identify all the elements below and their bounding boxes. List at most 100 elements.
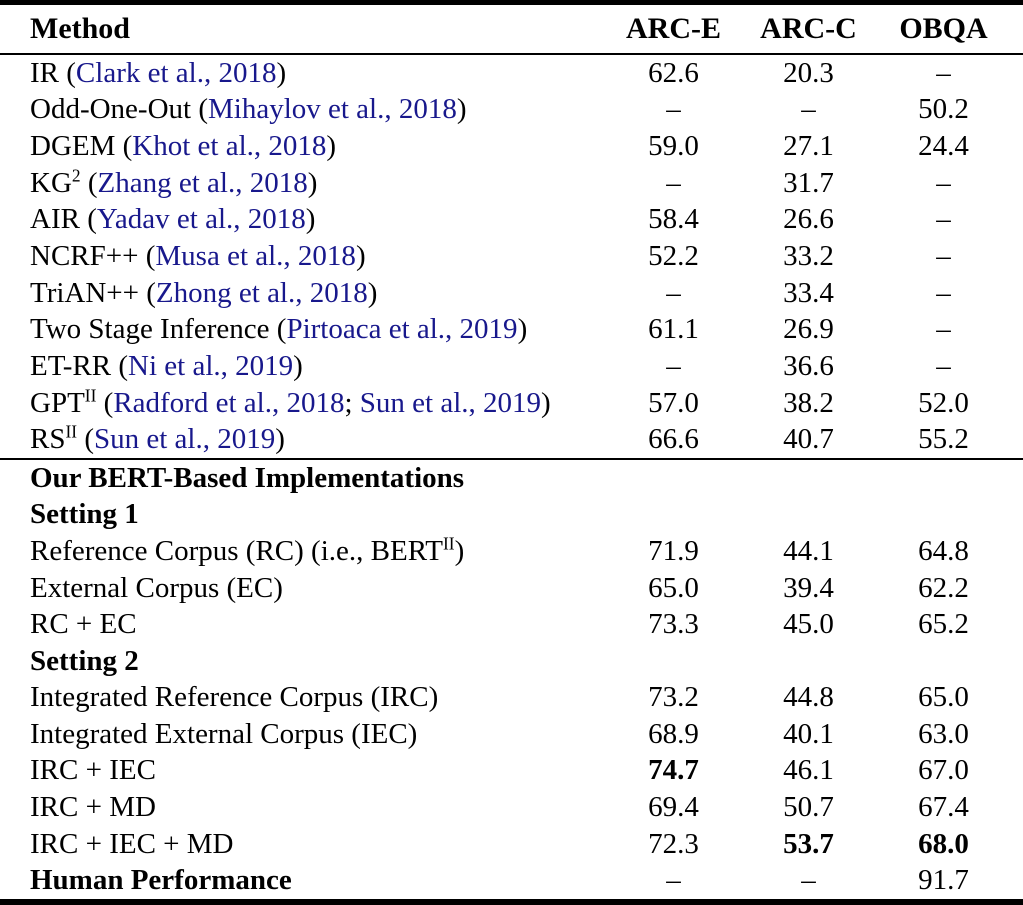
method-text: RC + EC [30, 608, 137, 641]
citation-link[interactable]: Pirtoaca et al., 2019 [286, 313, 518, 346]
method-text: Odd-One-Out ( [30, 93, 208, 126]
score-cell: 62.6 [648, 56, 699, 89]
score-cell: 91.7 [918, 864, 969, 897]
citation-link[interactable]: Zhong et al., 2018 [155, 276, 368, 309]
score-cell: 50.2 [918, 93, 969, 126]
citation-link[interactable]: Ni et al., 2019 [128, 349, 294, 382]
score-cell: 40.7 [783, 423, 834, 456]
citation-link[interactable]: Clark et al., 2018 [75, 56, 277, 89]
header-separator-rule [0, 53, 1023, 55]
method-text: ( [77, 423, 94, 456]
score-cell: 40.1 [783, 717, 834, 750]
score-cell: 55.2 [918, 423, 969, 456]
method-text: ) [456, 93, 467, 126]
method-cell: IR (Clark et al., 2018) [0, 57, 606, 90]
score-cell: 58.4 [648, 203, 699, 236]
table-row: GPTII (Radford et al., 2018; Sun et al.,… [0, 385, 1023, 422]
method-text: Our BERT-Based Implementations [30, 461, 465, 494]
score-cell: 64.8 [918, 534, 969, 567]
method-cell: IRC + IEC + MD [0, 828, 606, 861]
method-text: ) [305, 203, 316, 236]
method-text: Reference Corpus (RC) (i.e., BERT [30, 534, 444, 567]
score-cell: 39.4 [783, 571, 834, 604]
score-cell: 46.1 [783, 754, 834, 787]
method-text: Human Performance [30, 864, 292, 897]
table-row: IRC + MD 69.4 50.7 67.4 [0, 789, 1023, 826]
table-row: TriAN++ (Zhong et al., 2018) – 33.4 – [0, 275, 1023, 312]
citation-link[interactable]: Zhang et al., 2018 [97, 166, 308, 199]
method-cell: KG2 (Zhang et al., 2018) [0, 167, 606, 200]
method-text: IRC + MD [30, 790, 156, 823]
table-row: IR (Clark et al., 2018) 62.6 20.3 – [0, 55, 1023, 92]
score-cell: – [936, 313, 951, 346]
score-cell: 27.1 [783, 130, 834, 163]
table-row: Integrated Reference Corpus (IRC) 73.2 44.… [0, 679, 1023, 716]
score-cell: 65.0 [648, 571, 699, 604]
citation-link[interactable]: Radford et al., 2018 [113, 386, 345, 419]
superscript: II [443, 534, 455, 554]
score-cell: 73.3 [648, 608, 699, 641]
score-cell: 45.0 [783, 608, 834, 641]
score-cell: – [936, 240, 951, 273]
table-row: RSII (Sun et al., 2019) 66.6 40.7 55.2 [0, 421, 1023, 458]
score-cell: 53.7 [783, 827, 834, 860]
table-row: KG2 (Zhang et al., 2018) – 31.7 – [0, 165, 1023, 202]
method-text: NCRF++ ( [30, 240, 156, 273]
method-cell: Two Stage Inference (Pirtoaca et al., 20… [0, 313, 606, 346]
score-cell: 74.7 [648, 754, 699, 787]
method-text: ) [307, 166, 318, 199]
score-cell: – [936, 203, 951, 236]
method-text: IR ( [30, 56, 76, 89]
citation-link[interactable]: Mihaylov et al., 2018 [207, 93, 457, 126]
method-text: External Corpus (EC) [30, 571, 283, 604]
score-cell: 24.4 [918, 130, 969, 163]
table-row: Setting 1 [0, 497, 1023, 534]
method-cell: Human Performance [0, 864, 606, 897]
method-cell: DGEM (Khot et al., 2018) [0, 130, 606, 163]
table-row: Odd-One-Out (Mihaylov et al., 2018) – – 50.… [0, 92, 1023, 129]
score-cell: – [936, 276, 951, 309]
score-cell: 52.0 [918, 386, 969, 419]
score-cell: 71.9 [648, 534, 699, 567]
citation-link[interactable]: Khot et al., 2018 [132, 130, 327, 163]
score-cell: – [936, 56, 951, 89]
score-cell: – [666, 166, 681, 199]
table-row: Human Performance – – 91.7 [0, 862, 1023, 899]
score-cell: – [666, 864, 681, 897]
table-bottom-rule [0, 899, 1023, 905]
method-text: ) [454, 534, 465, 567]
method-cell: RC + EC [0, 608, 606, 641]
method-cell: GPTII (Radford et al., 2018; Sun et al.,… [0, 387, 606, 420]
table-row: IRC + IEC 74.7 46.1 67.0 [0, 753, 1023, 790]
column-header-method: Method [30, 12, 130, 45]
score-cell: 26.9 [783, 313, 834, 346]
score-cell: – [666, 93, 681, 126]
score-cell: 73.2 [648, 681, 699, 714]
method-cell: AIR (Yadav et al., 2018) [0, 203, 606, 236]
score-cell: 26.6 [783, 203, 834, 236]
citation-link[interactable]: Sun et al., 2019 [94, 423, 276, 456]
column-header-arc-e: ARC-E [626, 12, 721, 45]
citation-link[interactable]: Yadav et al., 2018 [96, 203, 306, 236]
table-row: AIR (Yadav et al., 2018) 58.4 26.6 – [0, 202, 1023, 239]
table-header: Method ARC-E ARC-C OBQA [0, 5, 1023, 53]
method-cell: Setting 1 [0, 498, 606, 531]
method-text: Setting 1 [30, 498, 139, 531]
method-cell: Our BERT-Based Implementations [0, 462, 606, 495]
citation-link[interactable]: Musa et al., 2018 [155, 240, 356, 273]
method-cell: Odd-One-Out (Mihaylov et al., 2018) [0, 93, 606, 126]
score-cell: 59.0 [648, 130, 699, 163]
method-text: Integrated Reference Corpus (IRC) [30, 681, 439, 714]
method-cell: IRC + MD [0, 791, 606, 824]
table-row: Our BERT-Based Implementations [0, 460, 1023, 497]
table-row: Two Stage Inference (Pirtoaca et al., 20… [0, 311, 1023, 348]
method-text: KG [30, 166, 72, 199]
table-row: NCRF++ (Musa et al., 2018) 52.2 33.2 – [0, 238, 1023, 275]
method-text: ) [517, 313, 528, 346]
citation-link[interactable]: Sun et al., 2019 [359, 386, 542, 419]
table-row: DGEM (Khot et al., 2018) 59.0 27.1 24.4 [0, 128, 1023, 165]
column-header-obqa: OBQA [899, 12, 988, 45]
score-cell: 31.7 [783, 166, 834, 199]
